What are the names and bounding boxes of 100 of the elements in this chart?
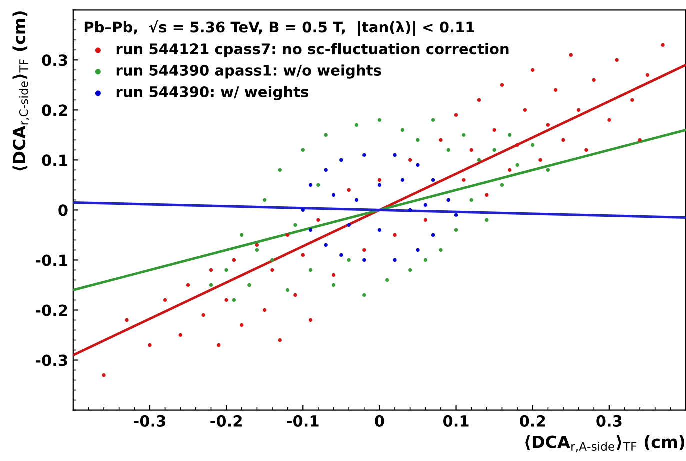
point xyxy=(278,168,282,172)
point xyxy=(232,298,236,302)
point xyxy=(454,113,458,118)
point xyxy=(454,228,458,232)
point xyxy=(178,333,182,338)
point xyxy=(125,318,129,322)
point xyxy=(255,243,260,248)
point xyxy=(354,198,359,202)
point xyxy=(347,223,351,228)
point xyxy=(163,298,168,302)
point xyxy=(301,253,305,258)
point xyxy=(232,258,236,262)
point xyxy=(523,108,528,112)
point xyxy=(378,228,382,232)
point xyxy=(324,133,328,138)
point xyxy=(255,248,260,252)
point xyxy=(454,213,458,218)
point xyxy=(308,268,313,272)
point xyxy=(485,218,489,222)
point xyxy=(615,58,619,62)
point xyxy=(354,123,359,128)
y-tick-label: -0.2 xyxy=(36,304,68,316)
point xyxy=(492,128,496,132)
point xyxy=(278,338,282,342)
point xyxy=(477,98,482,102)
point xyxy=(531,143,535,148)
point xyxy=(608,118,612,122)
point xyxy=(148,343,152,348)
point xyxy=(500,83,504,88)
y-tick-label: 0.2 xyxy=(42,104,68,116)
point xyxy=(477,158,482,162)
point xyxy=(408,268,412,272)
point xyxy=(416,248,420,252)
point xyxy=(424,258,428,262)
point xyxy=(308,318,313,322)
point xyxy=(316,183,320,188)
point xyxy=(347,258,351,262)
point xyxy=(316,218,320,222)
point xyxy=(546,123,550,128)
point xyxy=(393,258,397,262)
point xyxy=(538,158,542,162)
y-tick-label: -0.3 xyxy=(36,354,68,366)
x-tick-label: -0.2 xyxy=(210,415,242,427)
point xyxy=(263,308,267,312)
x-tick-label: 0.3 xyxy=(596,415,622,427)
point xyxy=(646,73,650,78)
point xyxy=(546,168,550,172)
point xyxy=(446,148,450,152)
point xyxy=(531,68,535,72)
point xyxy=(638,138,642,142)
point xyxy=(378,118,382,122)
y-axis-title: ⟨DCA$_{r,C-side}$⟩$_{TF}$ (cm) xyxy=(12,12,30,171)
point xyxy=(324,243,328,248)
point xyxy=(424,218,428,222)
point xyxy=(294,293,298,298)
point xyxy=(301,208,305,212)
point xyxy=(393,153,397,158)
point xyxy=(332,193,336,198)
point xyxy=(508,168,512,172)
point xyxy=(569,53,573,57)
y-tick-label: -0.1 xyxy=(36,254,68,266)
point xyxy=(224,268,228,272)
x-axis-title: ⟨DCA$_{r,A-side}$⟩$_{TF}$ (cm) xyxy=(526,435,685,452)
point xyxy=(470,198,474,202)
point xyxy=(217,343,221,348)
point xyxy=(294,223,298,228)
point xyxy=(408,158,412,162)
point xyxy=(308,183,313,188)
legend-title: Pb–Pb, √s = 5.36 TeV, B = 0.5 T, |tan(λ)| < 0.11 xyxy=(84,20,474,36)
point xyxy=(270,268,274,272)
point xyxy=(439,138,443,142)
point xyxy=(416,138,420,142)
point xyxy=(224,298,228,302)
point xyxy=(186,283,190,288)
point xyxy=(362,293,366,298)
point xyxy=(431,178,436,182)
point xyxy=(362,248,366,252)
point xyxy=(332,273,336,278)
point xyxy=(378,183,382,188)
point xyxy=(592,78,596,82)
point xyxy=(424,203,428,208)
point xyxy=(209,268,214,272)
point xyxy=(439,248,443,252)
y-tick-label: 0.1 xyxy=(42,154,68,166)
point xyxy=(485,193,489,198)
point xyxy=(462,133,466,138)
point xyxy=(630,98,634,102)
point xyxy=(324,168,328,172)
point xyxy=(492,148,496,152)
legend-label: run 544390 apass1: w/o weights xyxy=(116,64,382,79)
point xyxy=(102,373,106,378)
point xyxy=(362,153,366,158)
point xyxy=(431,233,436,238)
point xyxy=(576,108,581,112)
point xyxy=(584,148,588,152)
point xyxy=(431,118,436,122)
point xyxy=(508,133,512,138)
point xyxy=(202,313,206,318)
y-tick-label: 0.3 xyxy=(42,54,68,66)
x-tick-label: -0.3 xyxy=(134,415,166,427)
